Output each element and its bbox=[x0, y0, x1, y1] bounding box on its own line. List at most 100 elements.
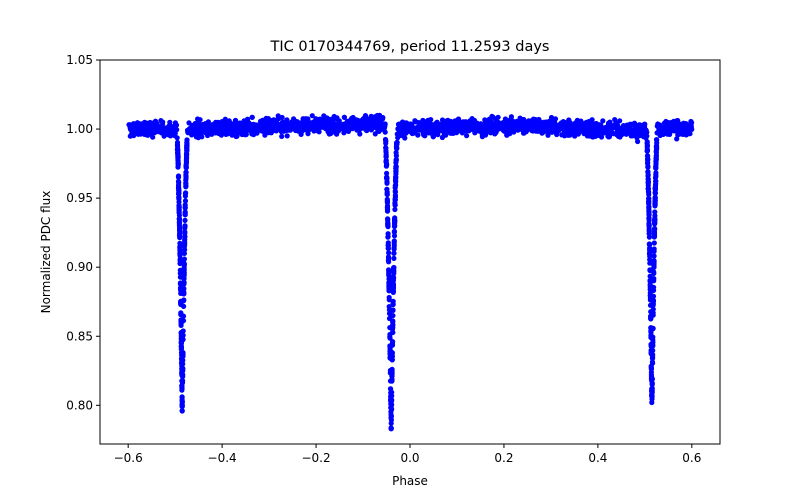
data-point bbox=[384, 162, 390, 168]
data-point bbox=[646, 215, 652, 221]
data-point bbox=[251, 126, 257, 132]
data-point bbox=[244, 127, 250, 133]
data-point bbox=[391, 242, 397, 248]
data-point bbox=[430, 134, 436, 140]
data-point bbox=[392, 200, 398, 206]
data-point bbox=[183, 158, 189, 164]
data-point bbox=[158, 123, 165, 129]
data-point bbox=[387, 378, 394, 384]
data-point bbox=[681, 120, 687, 127]
data-point bbox=[284, 133, 290, 139]
data-point bbox=[177, 260, 183, 267]
data-point bbox=[183, 163, 189, 169]
data-point bbox=[182, 225, 188, 231]
data-point bbox=[170, 125, 176, 131]
data-point bbox=[177, 243, 183, 250]
data-point bbox=[385, 234, 391, 240]
data-point bbox=[495, 123, 502, 129]
data-point bbox=[545, 132, 551, 138]
x-tick-label: 0.4 bbox=[588, 451, 607, 465]
data-point bbox=[279, 133, 285, 139]
data-point bbox=[648, 347, 654, 353]
data-point bbox=[500, 119, 506, 126]
data-point bbox=[521, 124, 528, 130]
data-point bbox=[176, 207, 182, 213]
data-point bbox=[393, 156, 399, 162]
data-point bbox=[324, 115, 330, 121]
data-point bbox=[389, 373, 395, 379]
data-point bbox=[176, 219, 182, 225]
data-point bbox=[391, 238, 397, 244]
data-point bbox=[387, 354, 393, 360]
data-point bbox=[389, 339, 396, 345]
data-point bbox=[183, 151, 190, 157]
data-point bbox=[297, 128, 303, 134]
data-point bbox=[388, 426, 394, 432]
x-tick-label: −0.2 bbox=[301, 451, 330, 465]
x-tick-label: −0.4 bbox=[208, 451, 237, 465]
data-point bbox=[181, 291, 187, 297]
data-point bbox=[547, 121, 554, 127]
data-point bbox=[181, 260, 187, 266]
data-point bbox=[653, 137, 660, 143]
data-point bbox=[194, 123, 200, 129]
data-point bbox=[647, 257, 653, 263]
data-point bbox=[674, 118, 680, 124]
y-tick-label: 0.95 bbox=[66, 191, 93, 205]
data-point bbox=[556, 124, 562, 130]
data-point bbox=[179, 394, 185, 401]
data-point bbox=[390, 329, 396, 336]
data-point bbox=[384, 191, 390, 197]
data-point bbox=[647, 278, 653, 284]
data-point bbox=[624, 123, 630, 129]
data-point bbox=[420, 117, 426, 124]
data-point bbox=[468, 122, 474, 128]
data-point bbox=[489, 113, 495, 119]
data-point bbox=[179, 403, 185, 410]
data-point bbox=[224, 120, 230, 126]
data-point bbox=[689, 120, 695, 126]
data-point bbox=[183, 190, 189, 196]
data-point bbox=[391, 275, 397, 281]
data-point bbox=[393, 164, 399, 170]
data-point bbox=[552, 123, 558, 129]
data-point bbox=[520, 130, 527, 136]
data-point bbox=[645, 186, 652, 192]
data-point bbox=[651, 233, 658, 239]
data-point bbox=[392, 223, 398, 229]
data-point bbox=[532, 117, 538, 124]
data-point bbox=[376, 115, 382, 121]
data-point bbox=[388, 396, 394, 402]
data-point bbox=[195, 116, 201, 122]
data-point bbox=[347, 119, 353, 125]
data-point bbox=[386, 250, 392, 256]
x-axis-label: Phase bbox=[392, 474, 428, 488]
data-point bbox=[647, 273, 653, 279]
data-point bbox=[678, 131, 684, 137]
data-point bbox=[288, 121, 294, 127]
data-point bbox=[400, 128, 406, 134]
data-point bbox=[653, 144, 659, 150]
data-point bbox=[479, 132, 485, 138]
data-point bbox=[393, 150, 399, 156]
data-point bbox=[341, 114, 347, 120]
data-point bbox=[358, 121, 364, 127]
data-point bbox=[651, 248, 657, 254]
data-point bbox=[184, 140, 190, 146]
data-point bbox=[172, 130, 178, 136]
data-point bbox=[214, 125, 220, 131]
data-point bbox=[181, 256, 187, 262]
data-point bbox=[478, 121, 484, 127]
data-point bbox=[391, 255, 397, 261]
data-point bbox=[650, 310, 656, 316]
data-point bbox=[184, 146, 190, 152]
data-point bbox=[388, 420, 394, 426]
data-point bbox=[382, 129, 388, 135]
data-point bbox=[650, 302, 656, 308]
data-point bbox=[152, 120, 159, 126]
data-point bbox=[607, 123, 613, 129]
data-point bbox=[400, 119, 406, 125]
data-point bbox=[404, 120, 410, 126]
data-point bbox=[651, 269, 657, 275]
data-point bbox=[539, 127, 545, 133]
